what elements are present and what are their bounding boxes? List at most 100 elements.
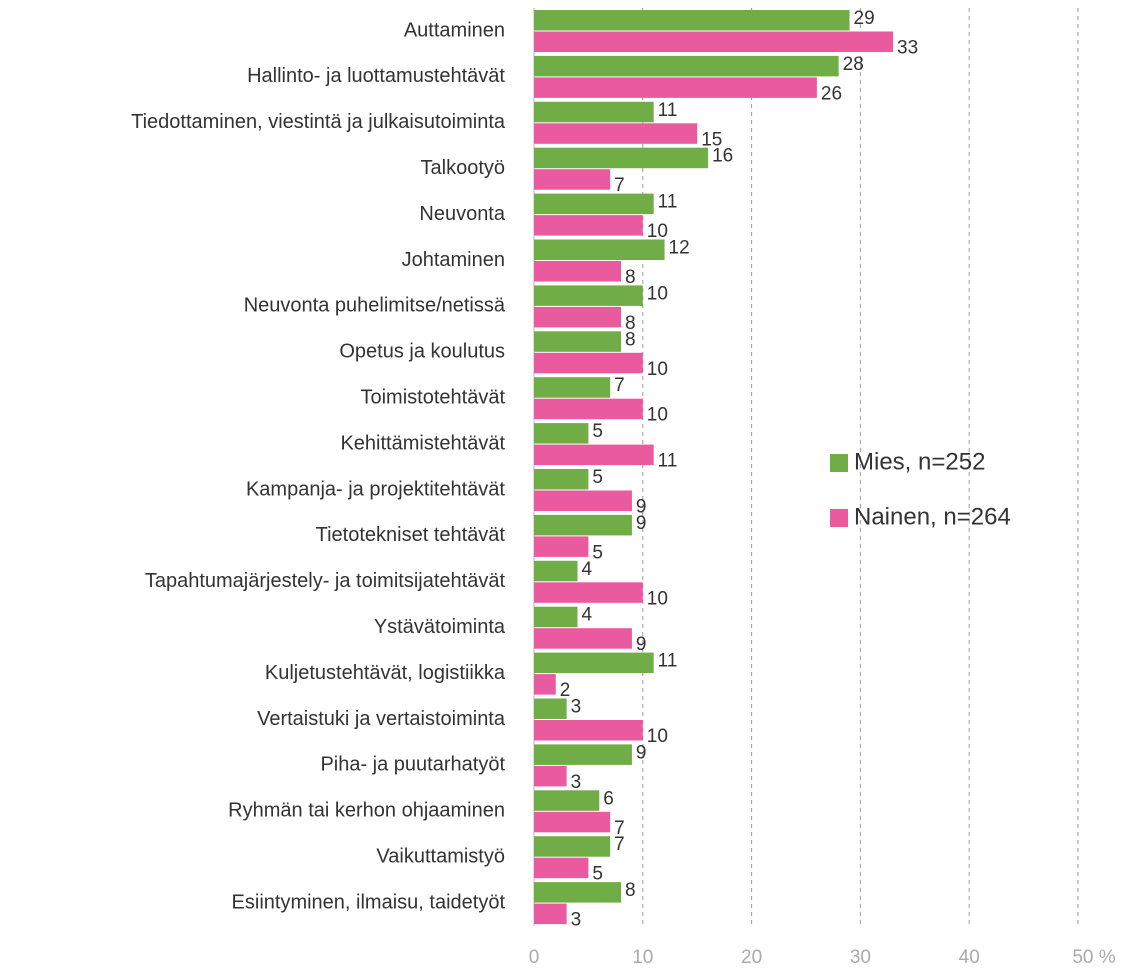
- bar: [534, 55, 839, 77]
- y-tick-label: Ystävätoiminta: [374, 616, 506, 638]
- data-label: 33: [897, 38, 918, 59]
- data-label: 4: [582, 605, 593, 626]
- data-label: 9: [636, 513, 647, 534]
- data-label: 10: [647, 405, 668, 426]
- bar: [534, 836, 611, 857]
- y-tick-label: Vertaistuki ja vertaistoiminta: [257, 708, 506, 730]
- data-label: 6: [603, 788, 614, 809]
- bar: [534, 285, 643, 306]
- bar: [534, 101, 654, 123]
- x-tick-label: 40: [959, 947, 980, 968]
- bar: [534, 193, 654, 215]
- y-tick-label: Tietotekniset tehtävät: [316, 524, 506, 546]
- y-tick-label: Talkootyö: [421, 157, 506, 179]
- bar: [534, 490, 632, 511]
- legend-label: Nainen, n=264: [854, 503, 1011, 530]
- bar: [534, 377, 611, 398]
- data-label: 11: [658, 100, 678, 121]
- data-label: 7: [614, 834, 625, 855]
- data-label: 16: [712, 146, 733, 167]
- bar: [534, 720, 643, 741]
- bar: [534, 514, 632, 536]
- y-tick-label: Piha- ja puutarhatyöt: [320, 754, 505, 776]
- data-label: 10: [647, 359, 668, 380]
- y-tick-label: Auttaminen: [404, 19, 505, 41]
- data-label: 10: [647, 283, 668, 304]
- bar: [534, 331, 622, 352]
- y-tick-label: Opetus ja koulutus: [339, 341, 505, 363]
- data-label: 28: [843, 54, 864, 75]
- bar: [534, 306, 622, 328]
- bar: [534, 857, 589, 879]
- bar: [534, 744, 632, 765]
- bar: [534, 423, 589, 444]
- data-label: 10: [647, 588, 668, 609]
- data-label: 8: [625, 313, 636, 334]
- data-label: 2: [560, 680, 571, 701]
- y-tick-label: Vaikuttamistyö: [376, 845, 505, 867]
- x-tick-label: 30: [850, 947, 871, 968]
- data-label: 3: [571, 772, 582, 793]
- bar: [534, 261, 622, 282]
- bar: [534, 536, 589, 557]
- bar: [534, 698, 567, 719]
- bar: [534, 169, 611, 190]
- data-label: 4: [582, 559, 593, 580]
- bar: [534, 10, 850, 31]
- data-label: 10: [647, 221, 668, 242]
- x-tick-label: 0: [529, 947, 540, 968]
- bar: [534, 882, 622, 903]
- bar: [534, 444, 654, 466]
- data-label: 3: [571, 910, 582, 931]
- data-label: 5: [592, 542, 603, 563]
- data-label: 5: [592, 864, 603, 885]
- data-label: 5: [592, 467, 603, 488]
- data-label: 29: [854, 8, 875, 29]
- bar: [534, 147, 709, 169]
- bar: [534, 811, 611, 833]
- data-label: 12: [669, 238, 690, 259]
- bar: [534, 765, 567, 787]
- bar: [534, 352, 643, 374]
- y-tick-label: Ryhmän tai kerhon ohjaaminen: [228, 800, 505, 822]
- y-tick-label: Esiintyminen, ilmaisu, taidetyöt: [232, 891, 506, 913]
- data-label: 8: [625, 880, 636, 901]
- y-tick-label: Tapahtumajärjestely- ja toimitsijatehtäv…: [145, 570, 506, 592]
- x-tick-label: 20: [741, 947, 762, 968]
- bar: [534, 31, 894, 52]
- data-label: 7: [614, 818, 625, 839]
- y-tick-label: Neuvonta: [419, 203, 505, 225]
- data-label: 5: [592, 421, 603, 442]
- y-tick-label: Kampanja- ja projektitehtävät: [246, 478, 505, 500]
- data-label: 11: [658, 451, 678, 472]
- data-label: 7: [614, 375, 625, 396]
- legend-label: Mies, n=252: [854, 448, 985, 475]
- x-tick-label: 50 %: [1072, 947, 1115, 968]
- data-label: 11: [658, 651, 678, 672]
- bar: [534, 606, 578, 628]
- data-label: 9: [636, 497, 647, 518]
- bar: [534, 560, 578, 582]
- legend-swatch: [830, 509, 848, 527]
- y-tick-label: Tiedottaminen, viestintä ja julkaisutoim…: [131, 111, 506, 133]
- data-label: 10: [647, 726, 668, 747]
- y-tick-label: Kuljetustehtävät, logistiikka: [265, 662, 506, 684]
- bar: [534, 469, 589, 490]
- data-label: 8: [625, 329, 636, 350]
- data-label: 7: [614, 175, 625, 196]
- y-tick-label: Johtaminen: [402, 249, 505, 271]
- bar: [534, 582, 643, 603]
- data-label: 8: [625, 267, 636, 288]
- bar: [534, 652, 654, 674]
- data-label: 26: [821, 83, 842, 104]
- legend-swatch: [830, 454, 848, 472]
- bar: [534, 790, 600, 811]
- y-tick-label: Kehittämistehtävät: [340, 432, 505, 454]
- bar: [534, 123, 698, 144]
- bar: [534, 239, 665, 260]
- bar: [534, 628, 632, 649]
- x-tick-label: 10: [632, 947, 653, 968]
- y-tick-label: Neuvonta puhelimitse/netissä: [244, 295, 506, 317]
- bar: [534, 398, 643, 420]
